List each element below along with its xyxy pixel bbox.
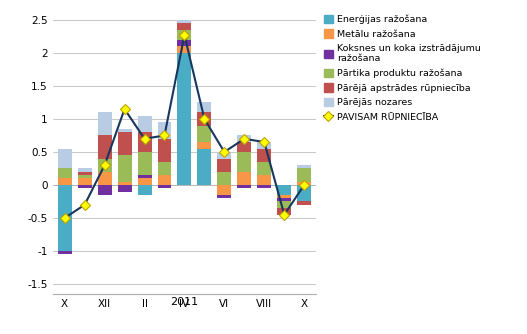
Bar <box>118 129 132 132</box>
Bar <box>218 195 231 198</box>
Bar <box>118 155 132 182</box>
Bar <box>277 198 291 201</box>
Bar <box>178 46 191 53</box>
Bar <box>198 103 211 112</box>
Bar <box>297 201 311 205</box>
Bar <box>198 149 211 185</box>
Bar <box>118 185 132 192</box>
Bar <box>178 40 191 46</box>
Bar <box>257 175 271 185</box>
Legend: Enerģijas ražošana, Metālu ražošana, Koksnes un koka izstrādājumu
ražošana, Pārt: Enerģijas ražošana, Metālu ražošana, Kok… <box>324 15 481 122</box>
Bar <box>77 178 92 185</box>
Bar <box>297 185 311 201</box>
Text: 2011: 2011 <box>170 297 199 307</box>
Bar <box>158 122 171 139</box>
Bar <box>57 168 72 178</box>
Bar <box>257 185 271 188</box>
Bar <box>77 185 92 188</box>
Bar <box>237 172 251 185</box>
Bar <box>237 152 251 172</box>
Bar <box>297 182 311 185</box>
Bar <box>178 23 191 30</box>
Bar <box>57 185 72 251</box>
Bar <box>237 136 251 142</box>
Bar <box>277 201 291 208</box>
Bar <box>257 162 271 175</box>
Bar <box>158 175 171 185</box>
Bar <box>138 178 152 185</box>
Bar <box>138 116 152 132</box>
Bar <box>57 251 72 254</box>
Bar <box>97 172 112 185</box>
Bar <box>237 142 251 152</box>
Bar <box>198 112 211 126</box>
Bar <box>297 165 311 168</box>
Bar <box>237 185 251 188</box>
Bar <box>218 185 231 195</box>
Bar <box>57 178 72 185</box>
Bar <box>178 30 191 40</box>
Bar <box>257 149 271 162</box>
Bar <box>118 132 132 155</box>
Bar <box>138 185 152 195</box>
Bar <box>158 162 171 175</box>
Bar <box>218 159 231 172</box>
Bar <box>198 126 211 142</box>
Bar <box>97 159 112 172</box>
Bar <box>178 20 191 23</box>
Bar <box>57 149 72 168</box>
Bar <box>277 195 291 198</box>
Bar <box>218 172 231 185</box>
Bar <box>277 185 291 195</box>
Bar <box>198 142 211 149</box>
Bar <box>97 136 112 159</box>
Bar <box>77 172 92 175</box>
Bar <box>97 112 112 136</box>
Bar <box>77 175 92 178</box>
Bar <box>178 53 191 185</box>
Bar <box>218 152 231 159</box>
Bar <box>277 208 291 215</box>
Bar <box>297 168 311 182</box>
Bar <box>77 168 92 172</box>
Bar <box>158 185 171 188</box>
Bar <box>158 139 171 162</box>
Bar <box>257 142 271 149</box>
Bar <box>97 185 112 195</box>
Bar <box>118 182 132 185</box>
Bar <box>138 132 152 152</box>
Bar <box>138 152 152 175</box>
Bar <box>138 175 152 178</box>
